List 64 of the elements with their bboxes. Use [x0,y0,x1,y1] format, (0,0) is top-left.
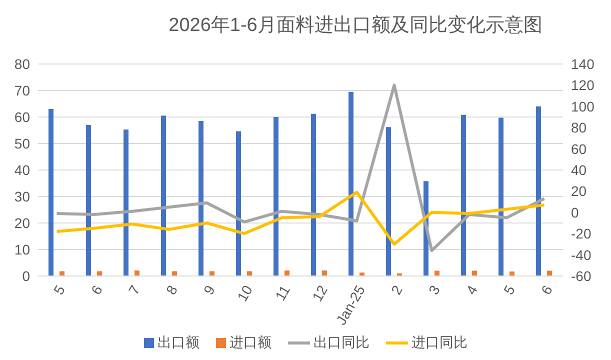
x-tick-label: 7 [125,282,144,298]
bar [210,271,214,276]
y-tick-label: 20 [14,214,30,231]
bar [498,118,504,276]
x-tick-label: 6 [538,282,556,298]
legend-label: 出口同比 [314,334,370,352]
y-tick-label: 0 [22,268,30,284]
x-tick-label: 4 [462,282,481,298]
legend-label: 出口额 [158,334,200,352]
x-tick-label: 9 [200,282,218,298]
bar [247,271,252,276]
y-tick-label: 80 [14,56,30,72]
bar [97,271,102,276]
x-tick-label: 5 [500,282,518,298]
y-tick-label: 70 [14,82,30,98]
y-tick-label: 10 [14,241,30,258]
y2-tick-label: 60 [571,140,587,157]
y2-tick-label: 0 [571,204,579,220]
bar [386,127,391,276]
bar [86,124,91,276]
y-tick-label: 40 [14,162,30,178]
line-series [55,190,546,246]
x-tick-label: 6 [88,282,106,298]
x-tick-label: 3 [425,282,444,298]
bar [434,270,440,276]
bar [348,92,354,276]
bar [461,114,466,276]
y2-tick-label: -20 [571,226,592,242]
y2-tick-label: 140 [571,56,595,72]
y2-tick-label: -40 [571,246,592,263]
bar [60,271,64,276]
y-tick-label: 30 [14,188,30,204]
bar [198,120,204,276]
bar [236,131,241,276]
line-series [55,84,546,252]
y2-tick-label: 120 [571,77,595,94]
x-tick-label: 5 [50,282,68,298]
bar [284,270,290,276]
y-tick-label: 60 [14,108,30,125]
y-tick-label: 50 [14,135,30,152]
y2-tick-label: 40 [571,162,587,178]
bar [311,114,316,276]
x-tick-label: 8 [162,282,181,298]
chart-title: 2026年1-6月面料进出口额及同比变化示意图 [168,14,544,38]
x-tick-label: 11 [272,282,294,304]
y2-tick-label: 100 [571,98,595,114]
x-tick-label: 12 [308,282,331,304]
bar [48,109,54,276]
x-tick-label: 2 [388,282,406,298]
y2-tick-label: 20 [571,183,587,200]
bar [547,270,552,276]
legend-label: 进口额 [230,334,272,352]
bar [322,270,327,276]
bar [134,270,140,276]
x-tick-label: 10 [234,282,256,304]
bar [536,106,541,276]
y2-tick-label: 80 [571,120,587,136]
bar [124,129,128,276]
bar [274,117,278,276]
bar [172,271,177,276]
y2-tick-label: -60 [571,268,592,284]
bar [161,116,166,276]
bar [472,270,477,276]
legend-label: 进口同比 [412,334,468,352]
